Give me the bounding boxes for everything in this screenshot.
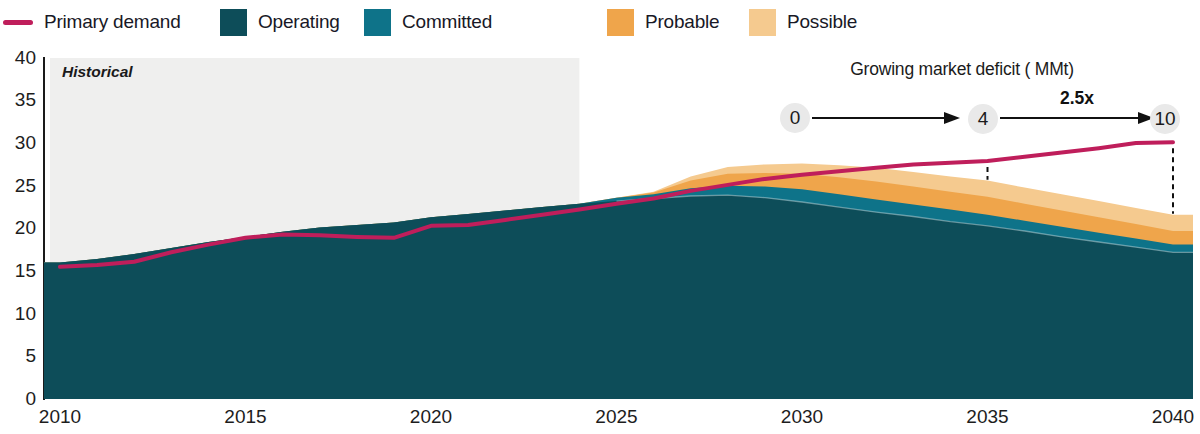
deficit-multiplier-label: 2.5x: [1037, 88, 1117, 109]
deficit-value-2040-badge: 10: [1150, 104, 1180, 134]
legend-label: Operating: [258, 11, 340, 33]
y-tick-label-40: 40: [0, 47, 36, 69]
deficit-annotation-title: Growing market deficit ( MMt): [762, 59, 1162, 80]
x-tick-label-2015: 2015: [211, 405, 281, 429]
x-tick-label-2030: 2030: [767, 405, 837, 429]
legend-item-probable: Probable: [607, 6, 719, 38]
x-tick-label-2035: 2035: [953, 405, 1023, 429]
legend-label: Primary demand: [44, 11, 181, 33]
market-deficit-area-chart: Primary demand Operating Committed Probable…: [0, 0, 1200, 434]
box-swatch-icon: [607, 9, 634, 36]
chart-legend: Primary demand Operating Committed Probable…: [0, 6, 1200, 38]
box-swatch-icon: [220, 9, 247, 36]
y-tick-label-15: 15: [0, 260, 36, 282]
y-tick-label-35: 35: [0, 89, 36, 111]
legend-label: Committed: [402, 11, 492, 33]
legend-item-primary-demand: Primary demand: [3, 6, 181, 38]
legend-item-operating: Operating: [220, 6, 340, 38]
y-tick-label-25: 25: [0, 175, 36, 197]
historical-region-label: Historical: [62, 63, 133, 81]
legend-item-committed: Committed: [364, 6, 492, 38]
deficit-arrow-2-icon: [998, 110, 1156, 126]
y-tick-label-30: 30: [0, 132, 36, 154]
deficit-value-2035-badge: 4: [968, 104, 998, 134]
deficit-arrow-1-icon: [810, 110, 962, 126]
x-tick-label-2010: 2010: [25, 405, 95, 429]
x-tick-label-2040: 2040: [1138, 405, 1200, 429]
y-tick-label-10: 10: [0, 303, 36, 325]
line-swatch-icon: [3, 20, 33, 25]
box-swatch-icon: [364, 9, 391, 36]
deficit-value-2030-badge: 0: [780, 103, 810, 133]
x-tick-label-2025: 2025: [582, 405, 652, 429]
y-tick-label-5: 5: [0, 345, 36, 367]
x-tick-label-2020: 2020: [396, 405, 466, 429]
legend-label: Probable: [645, 11, 719, 33]
box-swatch-icon: [749, 9, 776, 36]
y-tick-label-20: 20: [0, 217, 36, 239]
plot-area: [44, 57, 1193, 400]
legend-label: Possible: [787, 11, 857, 33]
legend-item-possible: Possible: [749, 6, 857, 38]
